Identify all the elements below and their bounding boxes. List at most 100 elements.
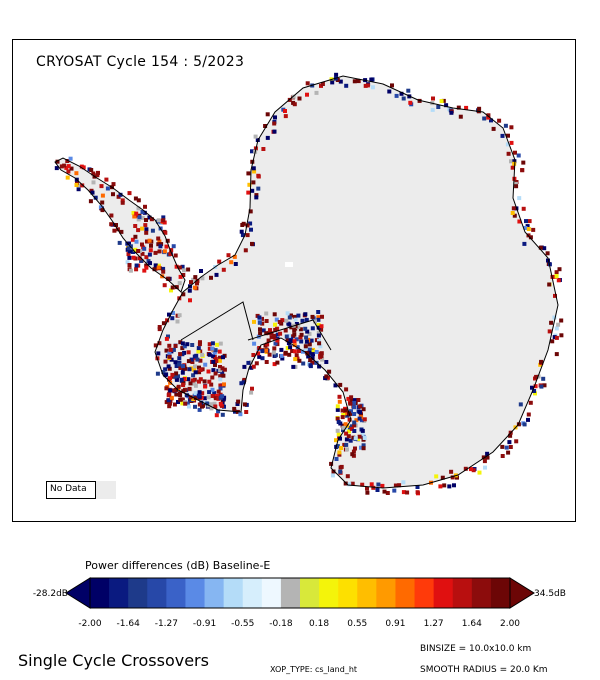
crossover-cell <box>347 417 352 422</box>
crossover-cell <box>148 248 153 253</box>
colorbar-tick-label: -0.91 <box>192 619 217 629</box>
crossover-cell <box>105 186 110 191</box>
crossover-cell <box>417 98 422 103</box>
crossover-cell <box>337 452 342 457</box>
crossover-cell <box>359 445 363 450</box>
crossover-cell <box>318 344 323 349</box>
crossover-cell <box>187 288 192 293</box>
crossover-cell <box>186 267 191 272</box>
crossover-cell <box>198 358 203 363</box>
crossover-cell <box>174 285 179 290</box>
crossover-cell <box>254 193 259 198</box>
crossover-cell <box>210 375 215 380</box>
crossover-cell <box>292 314 297 319</box>
crossover-cell <box>243 248 248 253</box>
crossover-cell <box>265 342 270 347</box>
crossover-cell <box>213 371 218 376</box>
crossover-cell <box>314 338 319 343</box>
crossover-cell <box>211 354 216 359</box>
crossover-cell <box>132 214 137 219</box>
crossover-cell <box>534 374 539 379</box>
crossover-cell <box>187 404 191 409</box>
crossover-cell <box>292 339 297 344</box>
crossover-cell <box>176 374 180 379</box>
crossover-cell <box>275 338 280 343</box>
crossover-cell <box>169 248 174 253</box>
crossover-cell <box>246 190 251 195</box>
crossover-cell <box>272 312 277 317</box>
crossover-cell <box>134 267 139 272</box>
crossover-cell <box>514 439 519 444</box>
crossover-cell <box>142 246 147 251</box>
crossover-cell <box>554 326 559 331</box>
crossover-cell <box>104 177 109 182</box>
crossover-cell <box>76 183 81 188</box>
crossover-cell <box>177 356 182 361</box>
crossover-cell <box>193 396 198 401</box>
crossover-cell <box>486 115 491 120</box>
crossover-cell <box>348 401 353 406</box>
crossover-cell <box>180 346 185 351</box>
colorbar-min-arrow <box>65 577 91 609</box>
crossover-cell <box>188 298 192 303</box>
crossover-cell <box>339 446 344 450</box>
crossover-cell <box>306 354 311 359</box>
crossover-cell <box>214 413 219 418</box>
crossover-cell <box>434 474 439 479</box>
crossover-cell <box>211 368 216 373</box>
crossover-cell <box>173 253 178 258</box>
colorbar-tick-label: -1.64 <box>116 619 140 629</box>
crossover-cell <box>221 267 226 272</box>
crossover-cell <box>287 322 292 327</box>
crossover-cell <box>505 142 510 147</box>
crossover-cell <box>158 244 163 249</box>
crossover-cell <box>250 149 254 154</box>
crossover-cell <box>336 432 341 437</box>
colorbar-swatch <box>166 578 186 608</box>
crossover-cell <box>232 406 237 411</box>
crossover-cell <box>178 393 183 398</box>
crossover-cell <box>521 206 526 211</box>
crossover-cell <box>144 227 149 232</box>
crossover-cell <box>157 327 162 332</box>
crossover-cell <box>161 218 166 223</box>
no-data-label: No Data <box>50 484 87 494</box>
crossover-cell <box>54 166 59 171</box>
crossover-cell <box>203 384 208 389</box>
crossover-cell <box>162 220 167 225</box>
crossover-cell <box>194 353 199 358</box>
crossover-cell <box>206 395 211 400</box>
crossover-cell <box>220 412 225 417</box>
crossover-cell <box>241 380 246 385</box>
crossover-cell <box>190 343 195 347</box>
crossover-cell <box>356 437 361 441</box>
crossover-cell <box>285 311 290 316</box>
crossover-cell <box>334 438 338 443</box>
crossover-cell <box>257 315 262 320</box>
crossover-cell <box>289 325 294 330</box>
crossover-cell <box>542 246 547 251</box>
crossover-cell <box>307 347 312 352</box>
crossover-cell <box>156 265 161 270</box>
crossover-cell <box>143 223 148 228</box>
crossover-cell <box>347 482 352 487</box>
crossover-cell <box>559 333 564 338</box>
crossover-cell <box>126 252 131 257</box>
map-panel: CRYOSAT Cycle 154 : 5/2023 No Data <box>12 39 576 522</box>
crossover-cell <box>371 485 376 490</box>
crossover-cell <box>503 123 508 128</box>
crossover-cell <box>300 318 305 323</box>
crossover-cell <box>251 353 256 357</box>
crossover-cell <box>350 424 354 429</box>
crossover-cell <box>340 415 345 420</box>
crossover-cell <box>167 366 172 371</box>
crossover-cell <box>308 363 313 368</box>
crossover-cell <box>120 200 125 205</box>
crossover-cell <box>345 474 350 479</box>
crossover-cell <box>156 242 161 247</box>
crossover-cell <box>358 413 363 418</box>
crossover-cell <box>272 346 277 351</box>
crossover-cell <box>148 261 152 266</box>
crossover-cell <box>153 343 158 348</box>
colorbar-swatch <box>490 578 511 608</box>
